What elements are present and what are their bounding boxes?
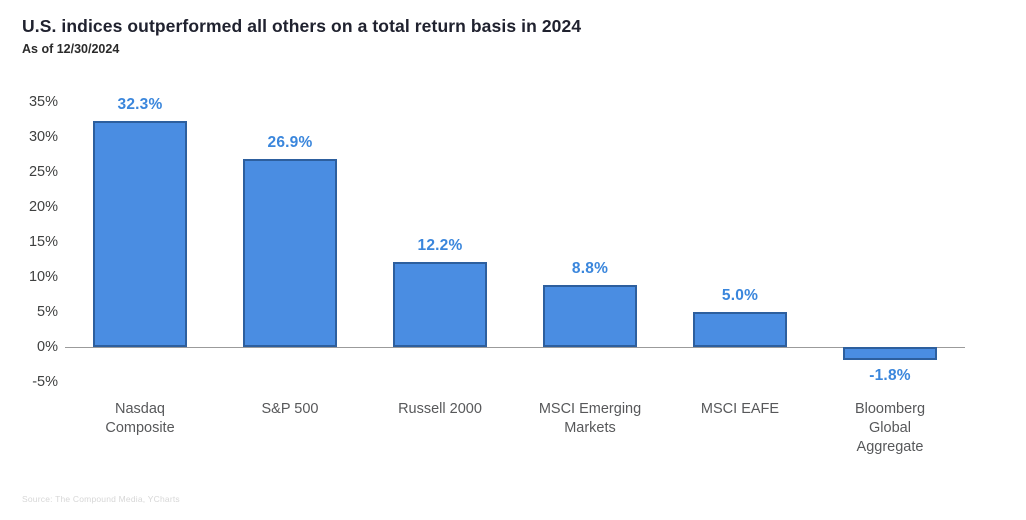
bar-value-label: 8.8%	[571, 260, 609, 278]
y-tick-label: -5%	[32, 374, 58, 390]
zero-baseline	[65, 347, 965, 348]
source-note: Source: The Compound Media, YCharts	[22, 494, 180, 504]
category-label: Nasdaq Composite	[105, 401, 175, 436]
category-label: MSCI Emerging Markets	[538, 401, 642, 436]
bar	[393, 261, 487, 347]
bar	[243, 158, 337, 347]
chart-subtitle: As of 12/30/2024	[22, 42, 120, 56]
y-tick-label: 25%	[28, 164, 58, 180]
bar	[693, 312, 787, 347]
bar	[843, 347, 937, 360]
category-label: Russell 2000	[398, 401, 482, 417]
category-label: S&P 500	[261, 401, 319, 417]
bar-value-label: 5.0%	[721, 287, 759, 304]
y-tick-label: 20%	[28, 199, 58, 215]
bar	[543, 285, 637, 347]
bar-value-label: 32.3%	[117, 95, 163, 113]
y-tick-label: 5%	[37, 304, 58, 320]
bar-value-label: 12.2%	[417, 236, 463, 254]
bar-value-label: 26.9%	[267, 133, 313, 151]
bar-value-label: -1.8%	[869, 366, 911, 384]
page-title: U.S. indices outperformed all others on …	[22, 16, 582, 36]
plot-area: 32.3% 26.9% 12.2% 8.8% 5.0% -1.8%	[65, 96, 965, 384]
bar	[93, 120, 187, 347]
y-tick-label: 10%	[28, 269, 58, 285]
y-tick-label: 0%	[37, 339, 58, 355]
y-tick-label: 30%	[28, 129, 58, 145]
y-tick-label: 15%	[28, 234, 58, 250]
y-axis-labels: 35% 30% 25% 20% 15% 10% 5% 0% -5%	[0, 94, 58, 390]
y-tick-label: 35%	[28, 94, 58, 110]
category-label: Bloomberg Global Aggregate	[854, 401, 926, 455]
category-label: MSCI EAFE	[700, 401, 780, 417]
